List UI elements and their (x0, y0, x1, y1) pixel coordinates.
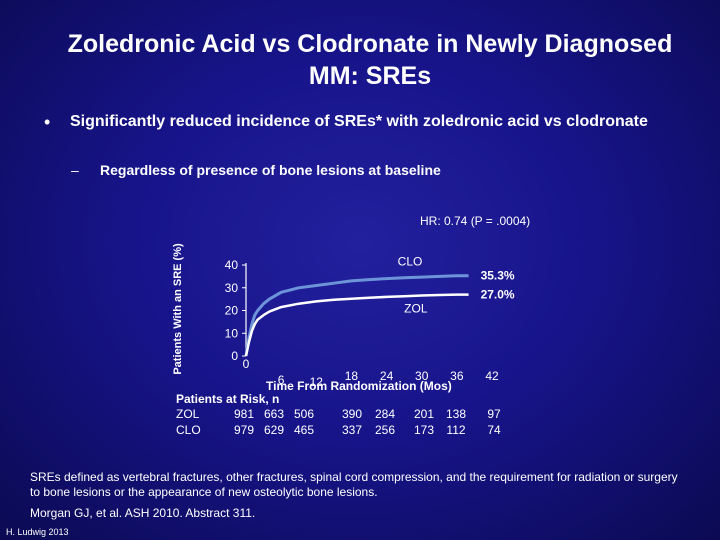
y-tick-label: 30 (225, 281, 239, 295)
y-tick-label: 0 (231, 349, 238, 363)
risk-cell: 201 (413, 407, 435, 421)
risk-row-label: ZOL (176, 407, 200, 421)
series-name-label: CLO (398, 255, 423, 269)
chart-ticks: 0 10 20 30 40 0 6 12 18 24 30 36 42 (225, 258, 499, 389)
sub-bullet-marker: – (71, 162, 79, 178)
y-tick-label: 10 (225, 326, 239, 340)
x-tick-label: 24 (380, 369, 394, 383)
chart-series (244, 274, 469, 357)
series-line-clo (244, 274, 469, 357)
series-end-value-label: 35.3% (481, 269, 515, 283)
series-line-zol (244, 293, 469, 357)
main-bullet: Significantly reduced incidence of SREs*… (70, 113, 648, 130)
risk-cell: 284 (374, 407, 396, 421)
risk-row-clo: CLO 979 629 465 337 256 173 112 74 (176, 423, 501, 437)
citation: Morgan GJ, et al. ASH 2010. Abstract 311… (30, 506, 256, 520)
risk-cell: 74 (487, 423, 501, 437)
risk-row-label: CLO (176, 423, 201, 437)
risk-cell: 337 (341, 423, 363, 437)
sub-bullet: Regardless of presence of bone lesions a… (100, 162, 441, 178)
risk-cell: 112 (446, 423, 466, 437)
sre-definition-footnote: SREs defined as vertebral fractures, oth… (30, 470, 678, 499)
risk-row-zol: ZOL 981 663 506 390 284 201 138 97 (176, 407, 501, 421)
risk-cell: 465 (293, 423, 315, 437)
y-tick-label: 40 (225, 258, 239, 272)
chart-series-labels: CLO 35.3% ZOL 27.0% (398, 255, 515, 316)
risk-cell: 506 (293, 407, 315, 421)
risk-cell: 629 (263, 423, 285, 437)
x-tick-label: 42 (485, 369, 499, 383)
risk-cell: 390 (341, 407, 363, 421)
risk-cell: 97 (487, 407, 501, 421)
x-tick-label: 0 (243, 357, 250, 371)
author-credit: H. Ludwig 2013 (6, 527, 69, 537)
risk-cell: 981 (233, 407, 255, 421)
bullet-marker: • (44, 112, 51, 132)
risk-cell: 138 (445, 407, 467, 421)
risk-cell: 256 (374, 423, 396, 437)
risk-cell: 663 (263, 407, 285, 421)
hazard-ratio-note: HR: 0.74 (P = .0004) (420, 214, 531, 228)
risk-cell: 979 (233, 423, 255, 437)
risk-cell: 173 (413, 423, 435, 437)
x-tick-label: 12 (310, 375, 324, 389)
series-name-label: ZOL (404, 302, 428, 316)
x-tick-label: 30 (415, 369, 429, 383)
series-end-value-label: 27.0% (481, 288, 515, 302)
slide-title: Zoledronic Acid vs Clodronate in Newly D… (67, 30, 673, 90)
x-tick-label: 18 (345, 369, 359, 383)
x-tick-label: 36 (450, 369, 464, 383)
x-axis-label: Time From Randomization (Mos) (266, 379, 452, 393)
x-tick-label: 6 (278, 373, 285, 387)
y-tick-label: 20 (225, 304, 239, 318)
risk-table-heading: Patients at Risk, n (176, 392, 280, 406)
